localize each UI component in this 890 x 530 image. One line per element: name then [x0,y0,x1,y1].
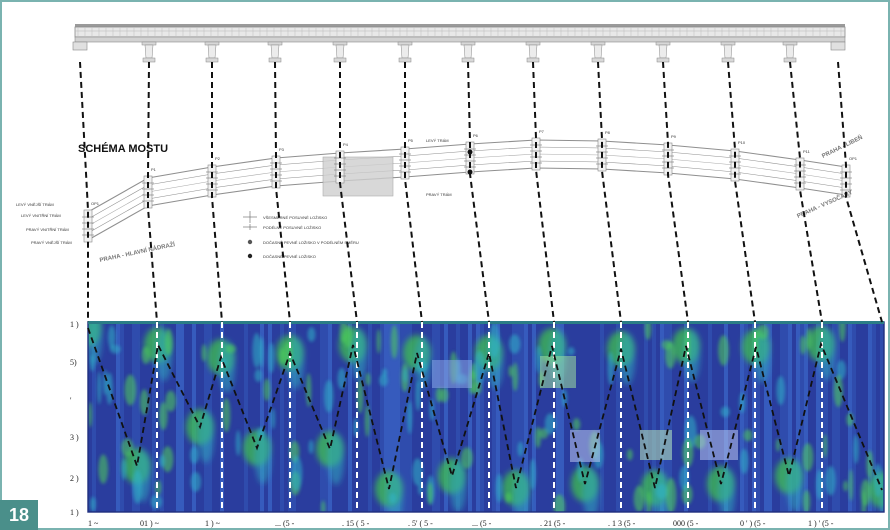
pier-plan-2: P1 [142,167,157,209]
schema-title: SCHÉMA MOSTU [78,142,168,155]
pier-label-5: P4 [343,142,349,147]
pier-elevation-3 [204,41,220,63]
pier-elevation-10 [655,41,671,63]
x-tick-label: . 1 3 (5 - [608,519,636,528]
connector-line-5 [339,62,358,323]
pier-label-10: P9 [671,134,677,139]
beam-label-left-4: PRAVÝ VNĚJŠÍ TRÁM [31,240,72,245]
pier-label-8: P7 [539,129,545,134]
legend-item-2: PODÉLNĚ POSUVNÉ LOŽISKO [263,225,321,230]
legend: VŠESMĚRNÉ POSUVNÉ LOŽISKO PODÉLNĚ POSUVN… [243,211,359,259]
pier-label-11: P10 [738,140,746,145]
y-tick-label: 2 ) [70,474,79,483]
beam-label-left-3: PRAVÝ VNITŘNÍ TRÁM [26,227,69,232]
connector-line-4 [274,61,291,323]
pier-label-12: P11 [803,149,811,154]
pier-plan-10: P9 [662,134,677,176]
y-tick-label: 1 ) [70,320,79,329]
connector-line-1 [79,61,89,322]
connector-line-3 [211,62,223,323]
pier-elevation-1 [72,41,88,51]
connector-line-10 [662,61,689,323]
pier-connector-lines [79,61,883,323]
x-tick-label: 1 ) ~ [205,519,221,528]
x-tick-label: 0 ' ) (5 - [740,519,766,528]
beam-label-mid-right: PRAVÝ TRÁM [426,192,452,197]
bridge-elevation [72,24,846,63]
y-tick-label: 1 ) [70,508,79,517]
beam-label-mid-left: LEVÝ TRÁM [426,138,449,143]
pier-plan-6: P5 [399,138,414,180]
pier-label-1: OP1 [91,201,100,206]
pier-elevation-7 [460,41,476,63]
pier-plan-9: P8 [596,130,611,172]
pier-elevation-5 [332,41,348,63]
connector-line-12 [789,61,823,323]
y-tick-label: ' [70,396,72,405]
page-number-badge: 18 [0,500,38,530]
beam-label-left-1: LEVÝ VNĚJŠÍ TRÁM [16,202,54,207]
pier-plan-12: P11 [794,149,811,191]
connector-line-9 [597,61,622,323]
pier-elevation-11 [720,41,736,63]
x-tick-label: 1 ~ [88,519,99,528]
pier-label-3: P2 [215,156,221,161]
pier-plan-4: P3 [270,147,285,189]
pier-plan-8: P7 [530,129,545,171]
y-tick-label: 5) [70,358,77,367]
pier-elevation-12 [782,41,798,63]
connector-line-11 [727,61,756,323]
spectrogram: 1 ) 5) ' 3 ) 2 ) 1 ) 1 ~ 01 ) ~ 1 ) ~ ... (5 - . … [70,320,885,528]
legend-item-4: DOČASNĚ PEVNÉ LOŽISKO [263,254,316,259]
connector-line-7 [467,61,490,323]
direction-left: PRAHA - HLAVNÍ NÁDRAŽÍ [99,240,176,264]
legend-item-1: VŠESMĚRNÉ POSUVNÉ LOŽISKO [263,215,327,220]
highlighted-span [322,156,394,197]
pier-label-2: P1 [151,167,157,172]
pier-elevation-4 [267,41,283,63]
connector-line-2 [147,61,158,323]
legend-item-3: DOČASNĚ PEVNÉ LOŽISKO V PODÉLNÉM SMĚRU [263,240,359,245]
direction-top-right: PRAHA - LIBEŇ [820,133,863,160]
x-tick-label: . 5' ( 5 - [408,519,433,528]
pier-elevation-9 [590,41,606,63]
x-tick-label: . 21 (5 - [540,519,566,528]
beam-label-left-2: LEVÝ VNITŘNÍ TRÁM [21,213,61,218]
x-tick-label: 000 (5 - [673,519,699,528]
x-tick-label: ... (5 - [472,519,492,528]
connector-line-8 [532,61,555,323]
pier-elevation-6 [397,41,413,63]
x-tick-label: 1 ) ' (5 - [808,519,834,528]
pier-label-6: P5 [408,138,414,143]
pier-label-9: P8 [605,130,611,135]
pier-elevation-13 [830,41,846,51]
connector-line-13 [837,61,883,323]
pier-elevation-2 [141,41,157,63]
x-tick-label: 01 ) ~ [140,519,160,528]
pier-elevation-8 [525,41,541,63]
y-tick-label: 3 ) [70,433,79,442]
pier-plan-11: P10 [729,140,746,182]
pier-label-7: P6 [473,133,479,138]
x-tick-label: . 15 ( 5 - [342,519,370,528]
connector-line-6 [404,62,423,323]
pier-label-13: OP1 [849,156,858,161]
x-tick-label: ... (5 - [275,519,295,528]
pier-plan-3: P2 [206,156,221,198]
pier-label-4: P3 [279,147,285,152]
